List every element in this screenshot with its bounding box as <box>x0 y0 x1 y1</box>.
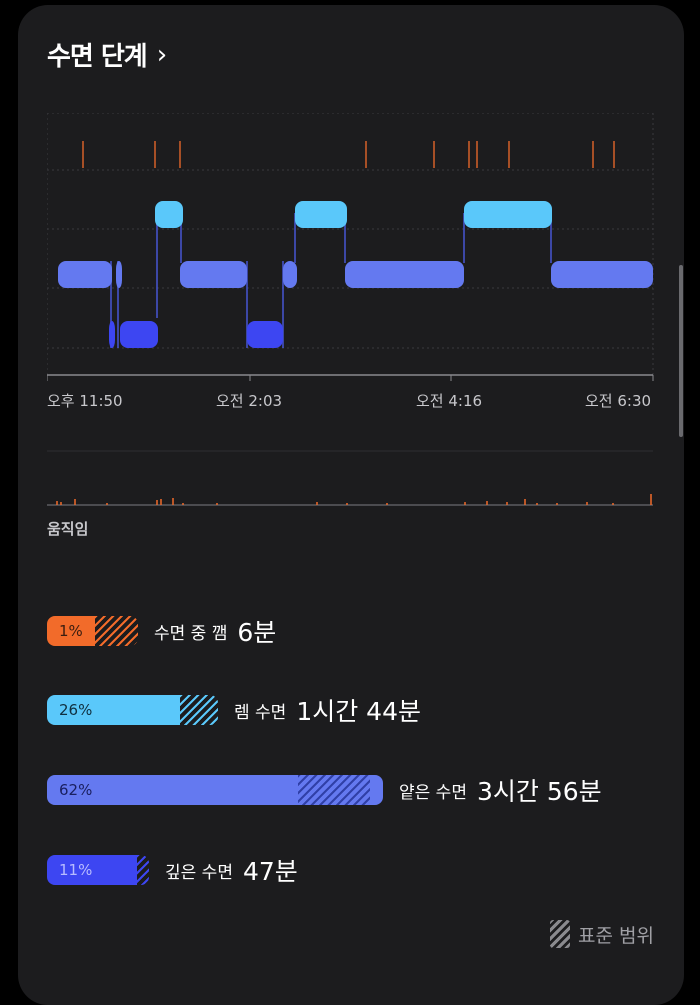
stage-duration: 47분 <box>242 857 298 886</box>
sleep-stage-chart <box>47 113 654 506</box>
stage-block <box>247 321 283 348</box>
stage-block <box>58 261 112 288</box>
scrollbar[interactable] <box>679 265 683 437</box>
legend-label: 표준 범위 <box>578 924 654 947</box>
stage-bar-deep: 11% <box>47 855 149 885</box>
stage-row-awake: 1% 수면 중 깸 6분 <box>47 613 276 649</box>
stage-percent: 62% <box>59 781 93 799</box>
stage-duration: 3시간 56분 <box>476 777 602 806</box>
x-tick-label: 오후 11:50 <box>47 392 123 410</box>
x-tick-label: 오전 4:16 <box>416 392 483 410</box>
stage-block <box>464 201 552 228</box>
hatch-swatch-icon <box>550 920 571 948</box>
stage-percent: 11% <box>59 861 93 879</box>
stage-block <box>283 261 297 288</box>
stage-block <box>116 261 122 288</box>
stage-name: 얕은 수면 <box>399 782 467 803</box>
stage-bar-awake: 1% <box>47 616 138 646</box>
stage-duration: 1시간 44분 <box>296 697 421 726</box>
stage-block <box>109 321 115 348</box>
stage-name: 렘 수면 <box>234 702 287 723</box>
x-tick-label: 오전 2:03 <box>216 392 283 410</box>
stage-row-deep: 11% 깊은 수면 47분 <box>47 852 298 888</box>
chevron-right-icon: › <box>156 39 167 70</box>
stage-duration: 6분 <box>237 618 277 647</box>
stage-block <box>155 201 183 228</box>
stage-percent: 1% <box>59 622 83 640</box>
stage-block <box>120 321 158 348</box>
stage-block <box>551 261 653 288</box>
stage-block <box>180 261 247 288</box>
standard-range-legend: 표준 범위 <box>550 920 654 948</box>
stage-name: 수면 중 깸 <box>154 623 228 644</box>
stage-name: 깊은 수면 <box>165 862 233 883</box>
stage-bar-rem: 26% <box>47 695 218 725</box>
stage-bar-light: 62% <box>47 775 383 805</box>
x-tick-label: 오전 6:30 <box>585 392 652 410</box>
stage-percent: 26% <box>59 701 93 719</box>
stage-row-rem: 26% 렘 수면 1시간 44분 <box>47 692 421 728</box>
sleep-stages-header[interactable]: 수면 단계 › <box>47 36 167 73</box>
stage-block <box>345 261 464 288</box>
page-title: 수면 단계 <box>47 42 148 72</box>
stage-block <box>295 201 347 228</box>
movement-label: 움직임 <box>47 520 89 538</box>
stage-row-light: 62% 얕은 수면 3시간 56분 <box>47 772 602 808</box>
